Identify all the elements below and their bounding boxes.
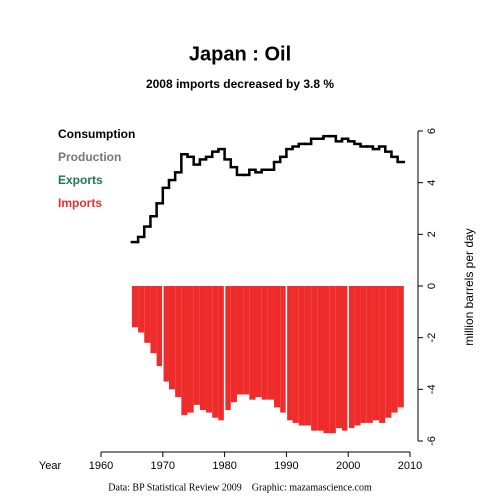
import-bar bbox=[304, 286, 312, 426]
x-tick-label: 1960 bbox=[89, 460, 113, 472]
import-bar bbox=[317, 286, 324, 431]
import-bar bbox=[218, 286, 225, 421]
import-bar bbox=[280, 286, 287, 413]
x-tick-label: 2010 bbox=[398, 460, 422, 472]
import-bar bbox=[156, 286, 163, 367]
chart-subtitle: 2008 imports decreased by 3.8 % bbox=[146, 77, 334, 91]
import-bar bbox=[311, 286, 318, 431]
import-bar bbox=[292, 286, 299, 423]
legend-label: Consumption bbox=[58, 127, 135, 141]
import-bar bbox=[286, 286, 293, 421]
legend-label: Imports bbox=[58, 196, 102, 210]
import-bar bbox=[267, 286, 275, 400]
import-bar bbox=[206, 286, 213, 413]
import-bar bbox=[329, 286, 336, 434]
import-bar bbox=[348, 286, 355, 429]
import-bar bbox=[391, 286, 398, 413]
import-bar bbox=[354, 286, 361, 426]
import-bar bbox=[193, 286, 200, 405]
import-bar bbox=[372, 286, 380, 421]
import-bar bbox=[131, 286, 139, 328]
x-tick-label: 1990 bbox=[274, 460, 298, 472]
y-tick-label: 4 bbox=[426, 180, 438, 186]
y-tick-label: 2 bbox=[426, 231, 438, 237]
import-bar bbox=[187, 286, 194, 413]
import-bar bbox=[175, 286, 182, 398]
chart-title: Japan : Oil bbox=[189, 43, 291, 65]
import-bar bbox=[138, 286, 145, 333]
import-bar bbox=[274, 286, 281, 408]
import-bar bbox=[224, 286, 231, 410]
source-note: Data: BP Statistical Review 2009 Graphic… bbox=[108, 482, 372, 493]
y-tick-label: -6 bbox=[426, 436, 438, 446]
y-tick-label: -2 bbox=[426, 333, 438, 343]
import-bar bbox=[199, 286, 207, 410]
x-tick-label: 1980 bbox=[212, 460, 236, 472]
import-bar bbox=[230, 286, 237, 403]
import-bar bbox=[162, 286, 169, 382]
import-bar bbox=[236, 286, 244, 395]
legend-label: Production bbox=[58, 150, 121, 164]
y-tick-label: 0 bbox=[426, 283, 438, 289]
import-bar bbox=[342, 286, 349, 431]
import-bar bbox=[212, 286, 219, 418]
y-axis-label: million barrels per day bbox=[462, 228, 476, 345]
x-tick-label: 2000 bbox=[336, 460, 360, 472]
y-tick-label: 6 bbox=[426, 128, 438, 134]
import-bar bbox=[366, 286, 373, 423]
y-tick-label: -4 bbox=[426, 384, 438, 394]
x-axis-label: Year bbox=[39, 460, 62, 472]
import-bar bbox=[335, 286, 343, 429]
import-bar bbox=[144, 286, 151, 343]
import-bar bbox=[397, 286, 404, 408]
import-bar bbox=[360, 286, 367, 423]
x-tick-label: 1970 bbox=[151, 460, 175, 472]
import-bar bbox=[261, 286, 268, 400]
legend-label: Exports bbox=[58, 173, 103, 187]
import-bar bbox=[168, 286, 176, 390]
import-bar bbox=[385, 286, 392, 418]
import-bar bbox=[379, 286, 386, 423]
import-bar bbox=[181, 286, 188, 416]
import-bar bbox=[249, 286, 256, 400]
import-bar bbox=[323, 286, 330, 434]
import-bar bbox=[243, 286, 250, 395]
import-bar bbox=[255, 286, 262, 398]
import-bar bbox=[298, 286, 305, 426]
import-bar bbox=[150, 286, 157, 354]
